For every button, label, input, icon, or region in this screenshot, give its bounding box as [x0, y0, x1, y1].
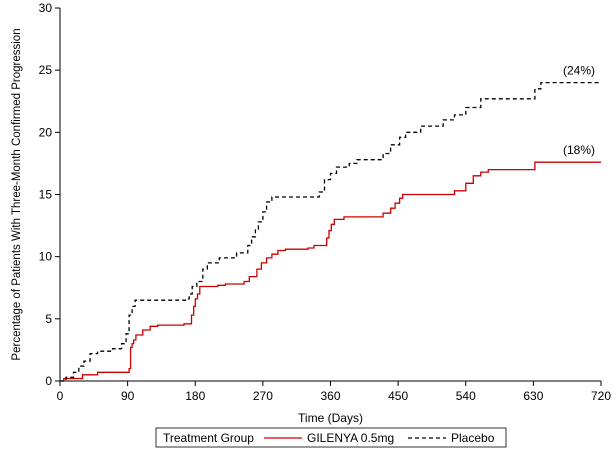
x-tick-label: 0 — [57, 389, 64, 403]
legend-label-placebo: Placebo — [451, 431, 495, 445]
series-line-gilenya — [60, 161, 601, 382]
y-tick-label: 0 — [45, 374, 52, 388]
x-tick-label: 270 — [253, 389, 273, 403]
series-end-label: (18%) — [563, 143, 595, 157]
x-tick-label: 720 — [591, 389, 611, 403]
y-tick-label: 30 — [39, 1, 53, 15]
x-tick-label: 630 — [523, 389, 543, 403]
legend-title: Treatment Group — [163, 431, 254, 445]
y-tick-label: 5 — [45, 312, 52, 326]
legend: Treatment Group GILENYA 0.5mg Placebo — [155, 427, 507, 448]
x-tick-label: 360 — [320, 389, 340, 403]
x-tick-label: 90 — [121, 389, 135, 403]
legend-label-gilenya: GILENYA 0.5mg — [307, 431, 394, 445]
x-tick-label: 540 — [456, 389, 476, 403]
series-end-label: (24%) — [563, 64, 595, 78]
series-layer — [60, 81, 601, 382]
plot-axes: 0 90 180 270 360 450 540 630 720 0 5 10 15 20 25 30 Time… — [11, 1, 611, 425]
labels-layer: (18%) (24%) — [563, 64, 595, 158]
y-tick-label: 25 — [39, 63, 53, 77]
legend-box — [155, 427, 507, 448]
y-tick-label: 10 — [39, 250, 53, 264]
y-axis-title: Percentage of Patients With Three-Month … — [11, 28, 23, 360]
x-tick-label: 450 — [388, 389, 408, 403]
x-axis-title: Time (Days) — [298, 411, 363, 425]
y-tick-label: 15 — [39, 188, 53, 202]
x-tick-label: 180 — [185, 389, 205, 403]
series-line-placebo — [60, 81, 601, 382]
y-tick-label: 20 — [39, 125, 53, 139]
